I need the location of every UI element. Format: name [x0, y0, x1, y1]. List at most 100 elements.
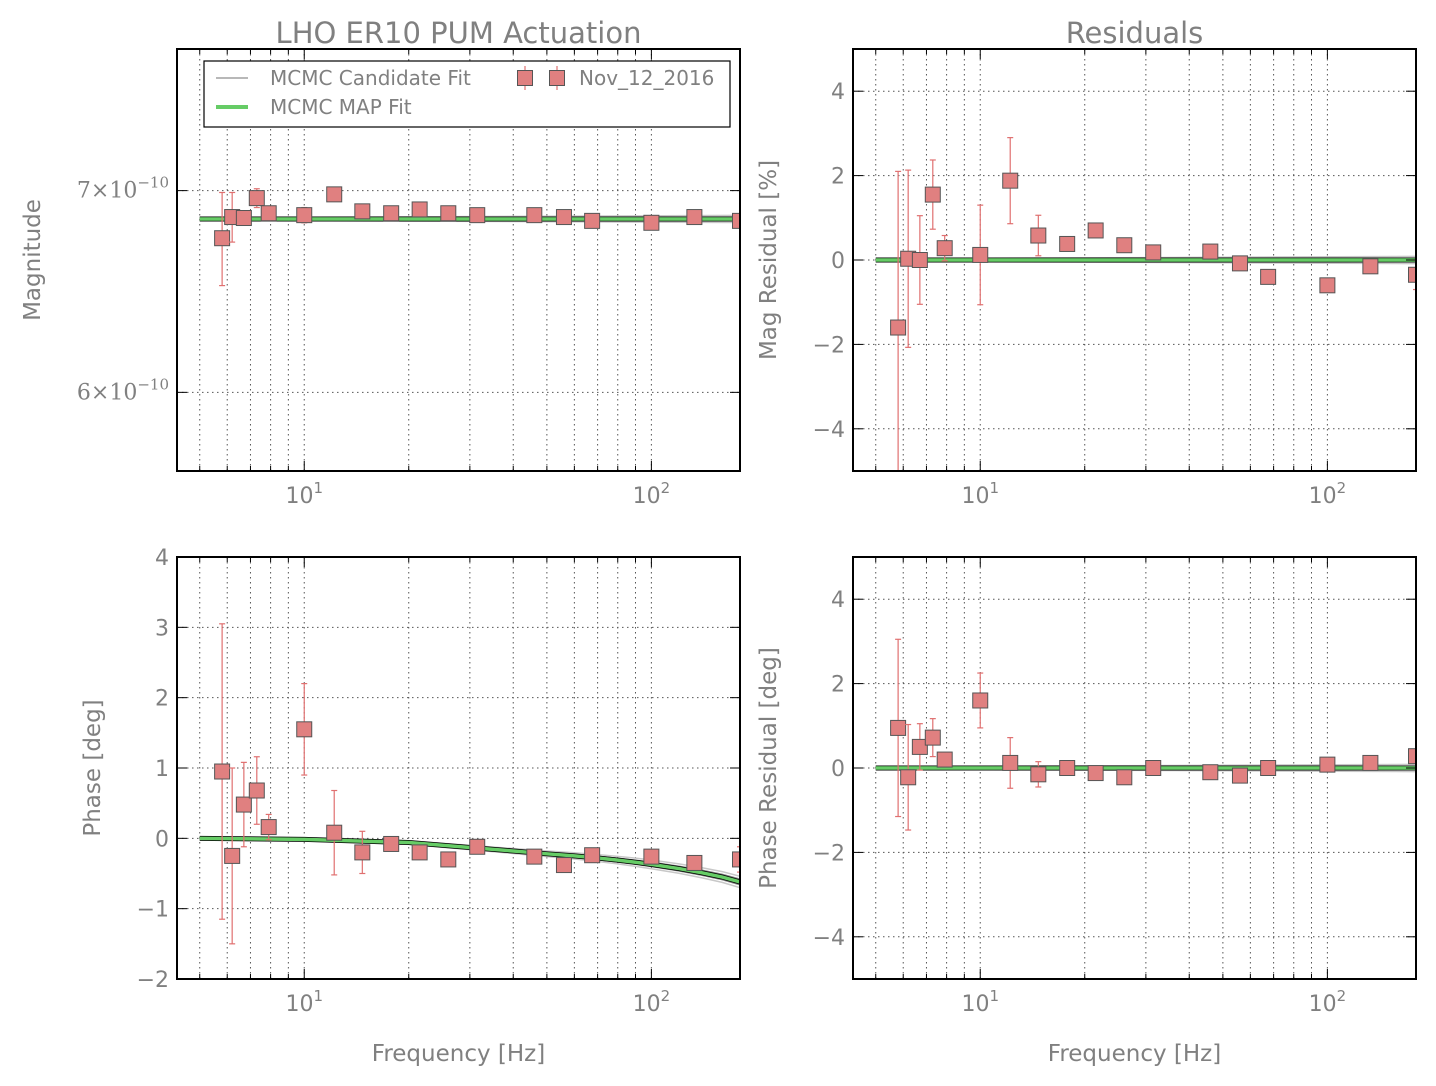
- measurement-point: [972, 204, 989, 306]
- measurement-point: [440, 205, 457, 222]
- measurement-point: [1362, 258, 1379, 275]
- data-marker: [411, 201, 428, 218]
- measurement-point: [1116, 237, 1133, 254]
- x-tick-label: 101: [285, 479, 323, 509]
- data-marker: [686, 209, 703, 226]
- data-marker: [1145, 760, 1162, 776]
- data-marker: [248, 782, 265, 799]
- data-marker: [1408, 748, 1416, 765]
- data-marker: [732, 851, 740, 868]
- data-marker: [555, 209, 572, 226]
- measurement-point: [383, 835, 400, 852]
- y-tick-label: −1: [137, 898, 169, 923]
- data-marker: [936, 240, 953, 257]
- data-marker: [354, 203, 371, 220]
- y-tick-label: 2: [155, 687, 169, 712]
- data-marker: [1002, 172, 1019, 189]
- measurement-point: [326, 186, 343, 203]
- data-marker: [1231, 255, 1248, 272]
- data-marker: [555, 857, 572, 874]
- data-marker: [1260, 268, 1277, 285]
- measurement-point: [936, 234, 953, 262]
- data-marker: [354, 844, 371, 861]
- data-marker: [1030, 766, 1047, 783]
- y-tick-label: −2: [813, 333, 845, 358]
- measurement-point: [686, 209, 703, 226]
- measurement-point: [584, 847, 601, 864]
- x-tick-base: 10: [1309, 484, 1337, 509]
- measurement-point: [296, 206, 313, 224]
- tick-marks: [177, 556, 740, 980]
- measurement-point: [235, 210, 252, 227]
- x-tick-label: 102: [1309, 479, 1347, 509]
- measurement-point: [924, 159, 941, 230]
- measurement-point: [890, 170, 907, 471]
- y-axis-label: Magnitude: [20, 199, 46, 321]
- measurement-point: [326, 789, 343, 876]
- tick-marks: [853, 557, 1416, 979]
- measurement-point: [469, 207, 486, 224]
- x-tick-exponent: 2: [1337, 479, 1347, 497]
- y-axis-label: Mag Residual [%]: [756, 160, 782, 360]
- measurement-point: [555, 209, 572, 226]
- data-marker: [1059, 760, 1076, 776]
- data-marker: [526, 848, 543, 865]
- data-marker: [1408, 266, 1416, 283]
- measurement-point: [1116, 769, 1133, 786]
- legend-swatch-marker: [517, 70, 533, 86]
- y-tick-label: 6×10−10: [77, 375, 169, 405]
- data-marker: [1202, 243, 1219, 260]
- y-tick-label: 2: [831, 673, 845, 698]
- measurement-point: [1202, 243, 1219, 260]
- measurement-point: [411, 844, 428, 861]
- measurement-point: [555, 857, 572, 874]
- y-tick-label: 4: [831, 80, 845, 105]
- measurement-point: [1231, 255, 1248, 272]
- data-marker: [440, 851, 457, 868]
- data-marker: [732, 212, 740, 229]
- data-marker: [440, 205, 457, 222]
- legend-label: MCMC Candidate Fit: [270, 66, 471, 90]
- x-tick-base: 10: [285, 992, 313, 1017]
- y-tick-label: 0: [831, 249, 845, 274]
- data-marker: [1087, 765, 1104, 782]
- data-marker: [924, 729, 941, 746]
- y-tick-label: 0: [831, 757, 845, 782]
- y-tick-label: −2: [137, 968, 169, 993]
- measurement-point: [260, 813, 277, 841]
- measurement-point: [1087, 765, 1104, 782]
- panel-title: LHO ER10 PUM Actuation: [276, 16, 642, 50]
- plot-area: [199, 186, 740, 287]
- measurement-point: [260, 205, 277, 222]
- x-tick-exponent: 2: [661, 479, 671, 497]
- data-marker: [224, 847, 241, 864]
- data-marker: [911, 252, 928, 268]
- data-marker: [1145, 244, 1162, 261]
- measurement-point: [248, 188, 265, 209]
- data-marker: [584, 212, 601, 229]
- data-marker: [248, 190, 265, 207]
- measurement-point: [936, 751, 953, 768]
- y-tick-label: 3: [155, 616, 169, 641]
- plot-area: [875, 137, 1416, 471]
- measurement-point: [911, 723, 928, 771]
- measurement-point: [440, 851, 457, 868]
- y-tick-mantissa: 7: [77, 179, 91, 204]
- measurement-point: [900, 723, 917, 831]
- x-tick-label: 101: [285, 987, 323, 1017]
- data-marker: [643, 214, 660, 231]
- measurement-point: [1260, 268, 1277, 285]
- x-tick-base: 10: [961, 992, 989, 1017]
- measurement-point: [248, 756, 265, 825]
- measurement-point: [1319, 756, 1336, 773]
- y-tick-label: 4: [831, 588, 845, 613]
- data-marker: [584, 847, 601, 864]
- axes-frame: [176, 48, 741, 472]
- measurement-point: [732, 846, 740, 873]
- measurement-point: [1002, 737, 1019, 789]
- x-tick-exponent: 1: [989, 987, 999, 1005]
- data-marker: [972, 692, 989, 709]
